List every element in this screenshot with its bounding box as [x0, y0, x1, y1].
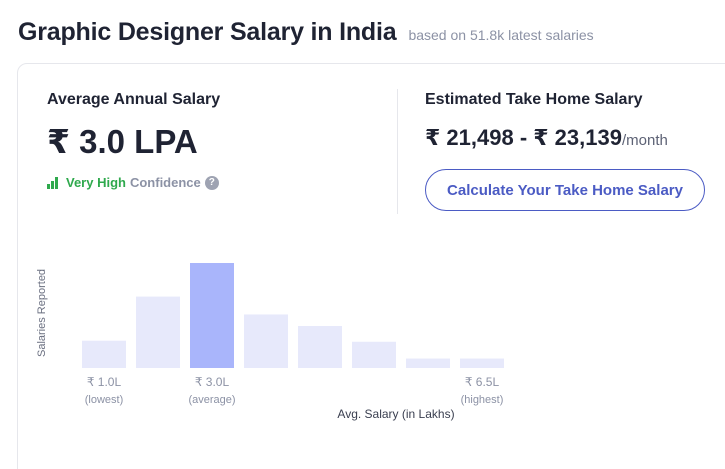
average-salary-value: ₹ 3.0 LPA: [47, 123, 198, 160]
take-home-panel: Estimated Take Home Salary ₹ 21,498 - ₹ …: [425, 91, 725, 211]
take-home-value: ₹ 21,498 - ₹ 23,139/month: [425, 125, 725, 151]
chart-bar: [190, 263, 234, 368]
panel-divider: [397, 89, 398, 214]
help-icon[interactable]: ?: [204, 175, 219, 190]
confidence-label: Confidence: [129, 175, 201, 190]
chart-tick-label: ₹ 1.0L: [87, 375, 122, 389]
chart-bar: [406, 358, 450, 368]
average-salary-panel: Average Annual Salary ₹ 3.0 LPA Very Hig…: [47, 91, 377, 190]
confidence-indicator: Very High Confidence ?: [47, 175, 377, 190]
confidence-level: Very High: [66, 175, 126, 190]
page-subtitle: based on 51.8k latest salaries: [408, 27, 594, 43]
chart-bar: [136, 296, 180, 368]
page-title: Graphic Designer Salary in India: [18, 18, 397, 46]
chart-tick-note: (average): [188, 394, 235, 406]
chart-bar: [352, 341, 396, 368]
chart-bar: [82, 340, 126, 368]
average-salary-label: Average Annual Salary: [47, 91, 221, 108]
page-header: Graphic Designer Salary in India based o…: [18, 18, 594, 47]
chart-tick-note: (highest): [461, 394, 504, 406]
chart-x-axis-label: Avg. Salary (in Lakhs): [337, 407, 454, 421]
salary-card: Average Annual Salary ₹ 3.0 LPA Very Hig…: [17, 63, 725, 469]
chart-bar: [298, 326, 342, 368]
calculate-take-home-button[interactable]: Calculate Your Take Home Salary: [425, 169, 705, 211]
chart-bar: [460, 358, 504, 368]
chart-bar: [244, 314, 288, 368]
chart-tick-note: (lowest): [85, 394, 124, 406]
take-home-unit: /month: [621, 132, 668, 149]
chart-tick-label: ₹ 3.0L: [195, 375, 230, 389]
take-home-label: Estimated Take Home Salary: [425, 91, 643, 108]
take-home-range: ₹ 21,498 - ₹ 23,139: [425, 125, 622, 150]
confidence-bars-icon: [47, 176, 60, 189]
chart-tick-label: ₹ 6.5L: [465, 375, 500, 389]
